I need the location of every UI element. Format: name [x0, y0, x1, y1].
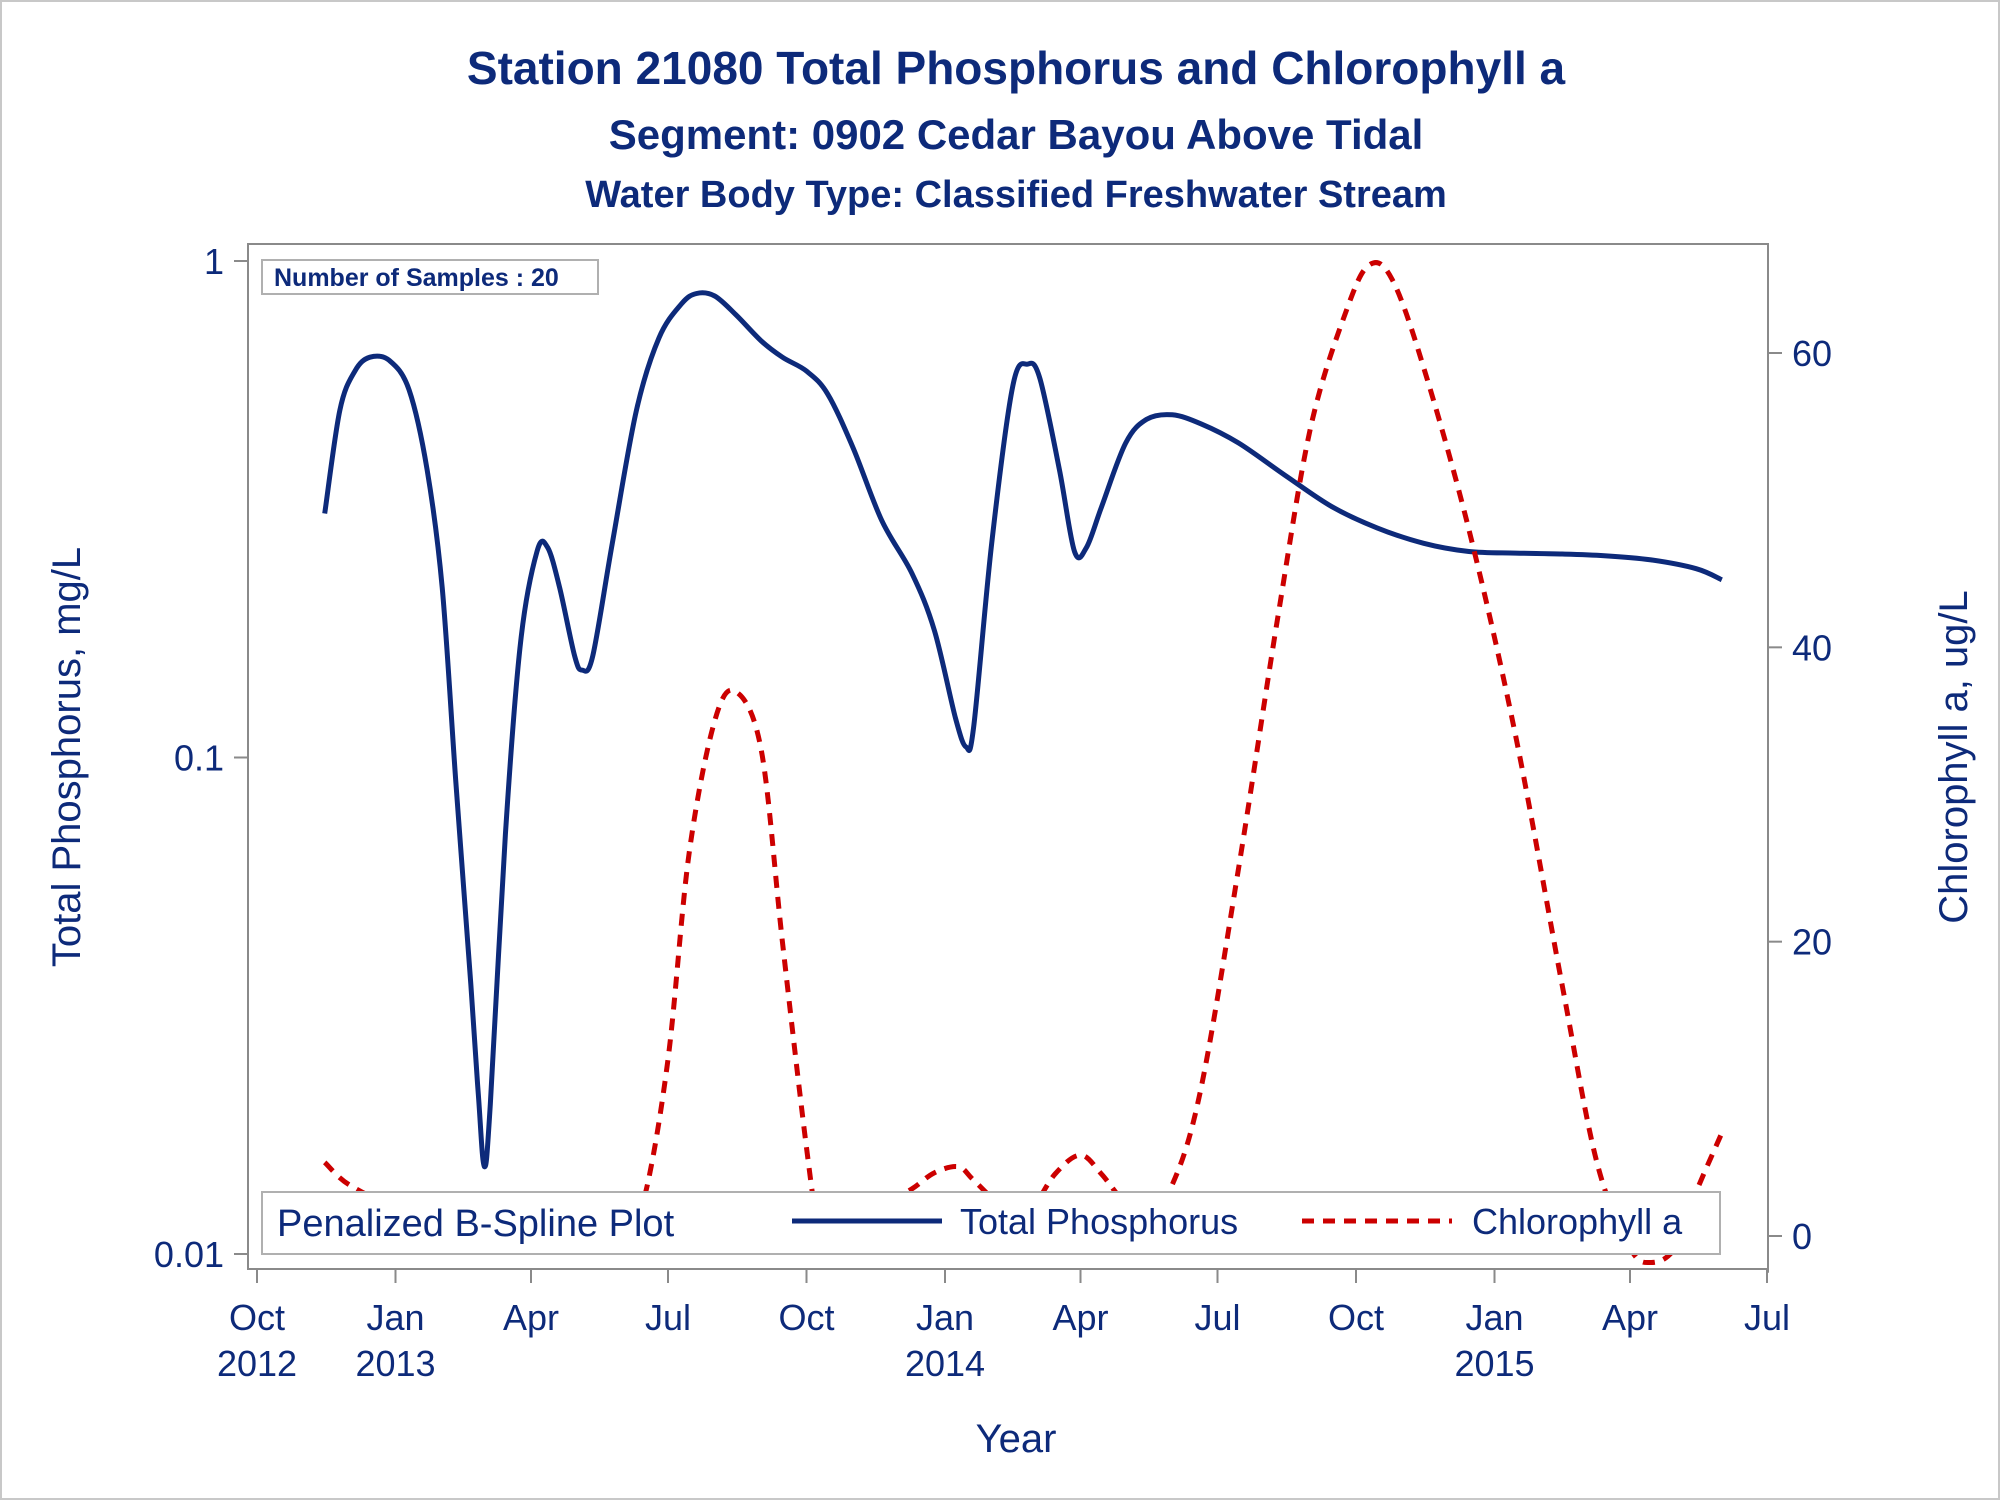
legend-label-total-phosphorus: Total Phosphorus: [960, 1201, 1238, 1242]
x-tick-label: Jul: [1744, 1297, 1790, 1338]
x-tick-label: Jan: [916, 1297, 974, 1338]
y-right-tick-label: 60: [1792, 333, 1832, 374]
y-axis-left: 0.01 0.1 1: [154, 241, 249, 1275]
y-left-tick-label: 0.1: [174, 738, 224, 779]
x-tick-label: Oct: [778, 1297, 834, 1338]
x-tick-label: Jan: [366, 1297, 424, 1338]
chart-subtitle-2: Water Body Type: Classified Freshwater S…: [585, 174, 1447, 216]
y-axis-left-label: Total Phosphorus, mg/L: [45, 547, 89, 967]
y-right-tick-label: 40: [1792, 627, 1832, 668]
y-right-tick-label: 0: [1792, 1216, 1812, 1257]
legend-box: [261, 1191, 1721, 1255]
x-tick-year-label: 2015: [1454, 1343, 1534, 1384]
series-line-chlorophyll-a: [322, 260, 1725, 1266]
series-layer: [322, 260, 1725, 1266]
y-axis-right-label: Chlorophyll a, ug/L: [1932, 590, 1976, 924]
x-tick-label: Oct: [1328, 1297, 1384, 1338]
series-line-total-phosphorus: [322, 290, 1723, 1170]
y-axis-right: 0 20 40 60: [1767, 249, 1832, 1273]
x-axis-label: Year: [976, 1417, 1057, 1461]
x-axis: Oct 2012 Jan 2013 Apr Jul Oct Jan 2014 Apr Jul Oct J…: [217, 1268, 1790, 1384]
annotation-box: [261, 259, 599, 295]
legend-label-chlorophyll-a: Chlorophyll a: [1472, 1201, 1683, 1242]
sample-count-annotation: Number of Samples : 20: [274, 264, 559, 292]
y-left-tick-label: 0.01: [154, 1234, 224, 1275]
x-tick-label: Oct: [229, 1297, 285, 1338]
x-tick-label: Jan: [1465, 1297, 1523, 1338]
x-tick-label: Apr: [503, 1297, 559, 1338]
x-tick-label: Jul: [1194, 1297, 1240, 1338]
chart-title: Station 21080 Total Phosphorus and Chlor…: [467, 42, 1566, 94]
x-tick-label: Apr: [1602, 1297, 1658, 1338]
x-tick-year-label: 2013: [355, 1343, 435, 1384]
y-right-tick-label: 20: [1792, 922, 1832, 963]
chart-subtitle: Segment: 0902 Cedar Bayou Above Tidal: [609, 111, 1424, 158]
y-left-tick-label: 1: [204, 241, 224, 282]
x-tick-year-label: 2014: [905, 1343, 985, 1384]
legend: Penalized B-Spline Plot Total Phosphorus…: [261, 1191, 1721, 1255]
plot-area: [247, 243, 1769, 1270]
x-tick-label: Jul: [645, 1297, 691, 1338]
x-tick-year-label: 2012: [217, 1343, 297, 1384]
x-tick-label: Apr: [1052, 1297, 1108, 1338]
legend-title: Penalized B-Spline Plot: [277, 1203, 675, 1245]
